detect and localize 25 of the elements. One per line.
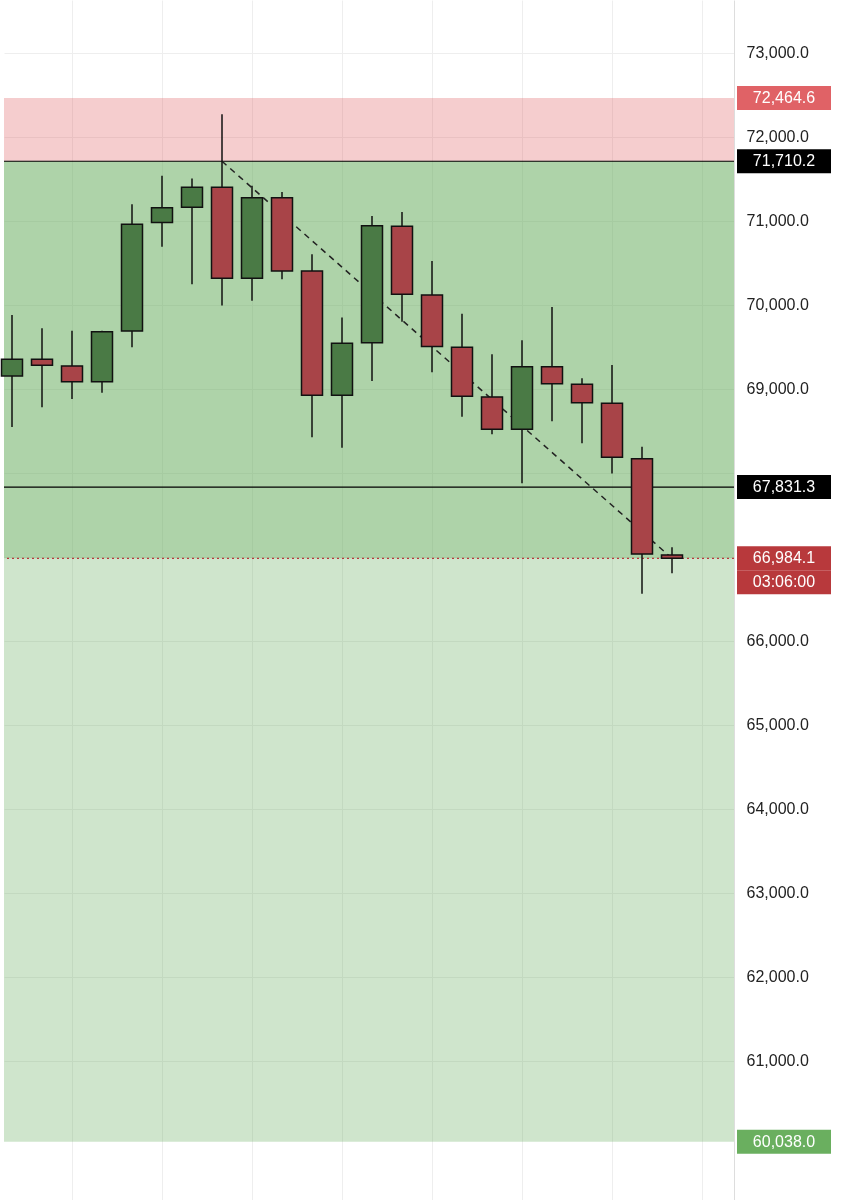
- candlestick: [180, 177, 204, 286]
- candlestick: [150, 174, 174, 248]
- ref-line-label: 67,831.3: [752, 478, 816, 496]
- ref-line-label: 71,710.2: [752, 152, 816, 170]
- y-tick-label: 61,000.0: [746, 1052, 809, 1070]
- ref-line-label: 66,984.1: [752, 549, 816, 567]
- y-tick-label: 62,000.0: [746, 968, 809, 986]
- y-tick-label: 63,000.0: [746, 884, 809, 902]
- candlestick: [60, 329, 84, 400]
- candlestick: [660, 546, 684, 574]
- y-tick-label: 64,000.0: [746, 800, 809, 818]
- y-tick-label: 72,000.0: [746, 128, 809, 146]
- candlestick: [570, 377, 594, 445]
- y-tick-label: 65,000.0: [746, 716, 809, 734]
- band-label: 60,038.0: [752, 1132, 816, 1150]
- y-tick-label: 69,000.0: [746, 380, 809, 398]
- y-tick-label: 73,000.0: [746, 44, 809, 62]
- candlestick: [30, 327, 54, 408]
- band-label: 72,464.6: [752, 88, 816, 106]
- y-tick-label: 66,000.0: [746, 632, 809, 650]
- y-tick-label: 70,000.0: [746, 296, 809, 314]
- candlestick: [0, 314, 24, 428]
- text: 03:06:00: [752, 573, 816, 591]
- candlestick: [540, 306, 564, 423]
- y-tick-label: 71,000.0: [746, 212, 809, 230]
